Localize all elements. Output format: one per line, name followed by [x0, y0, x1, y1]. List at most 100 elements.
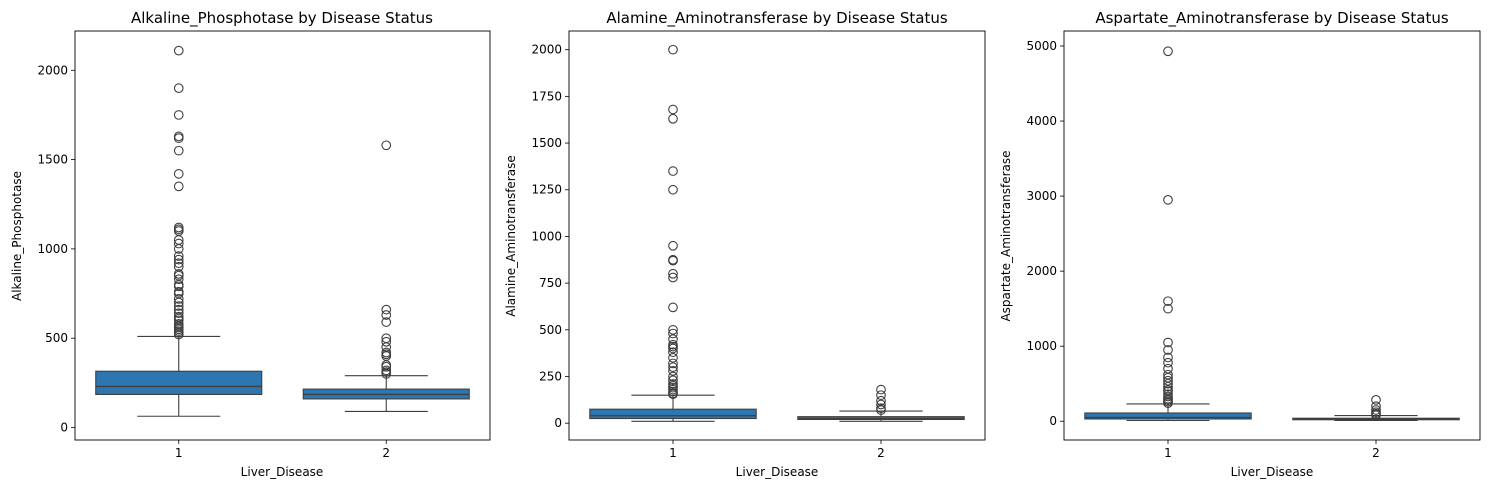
panel-1-outlier-point — [381, 304, 392, 315]
panel-3-ytick-label: 1000 — [1026, 339, 1057, 353]
panel-3-outlier-point — [1163, 303, 1173, 314]
panel-1-outlier-point — [173, 311, 184, 322]
panel-2-outlier-point — [668, 334, 678, 345]
panel-3-outlier-point — [1163, 345, 1173, 355]
panel-2-xtick-label: 1 — [669, 446, 677, 460]
panel-2-ytick-label: 2000 — [531, 43, 562, 57]
panel-1-ylabel: Alkaline_Phosphotase — [10, 171, 24, 301]
panel-1-outlier-point — [173, 254, 184, 265]
panel-1-axes-frame — [74, 30, 491, 441]
panel-1-plot: 0 500 1000 1500 2000 1 2 — [37, 30, 491, 460]
panel-3-ytick-label: 3000 — [1026, 189, 1057, 203]
panel-2: Alamine_Aminotransferase by Disease Stat… — [504, 9, 986, 479]
panel-1-xlabel: Liver_Disease — [241, 465, 324, 479]
panel-1: Alkaline_Phosphotase by Disease Status L… — [10, 9, 491, 479]
panel-1-outlier-point — [173, 238, 184, 249]
panel-3-outlier-point — [1371, 395, 1381, 405]
panel-2-xtick-label: 2 — [877, 446, 885, 460]
panel-2-outlier-point — [668, 362, 678, 373]
panel-3-outlier-point — [1163, 296, 1173, 307]
panel-1-ytick-label: 1000 — [37, 242, 68, 256]
panel-1-outlier-point — [173, 308, 184, 319]
panel-1-xtick-label: 2 — [382, 446, 390, 460]
panel-1-xtick-label: 1 — [175, 446, 183, 460]
panel-1-outlier-point — [381, 310, 392, 320]
panel-3-outlier-point — [1163, 357, 1173, 368]
panel-1-ytick-label: 1500 — [37, 153, 68, 167]
panel-2-ylabel: Alamine_Aminotransferase — [504, 155, 518, 316]
panel-3-ytick-label: 2000 — [1026, 264, 1057, 278]
panel-2-outlier-point — [668, 104, 678, 115]
panel-1-outlier-point — [381, 347, 392, 358]
panel-1-outlier-point — [173, 131, 184, 142]
panel-3-ylabel: Aspartate_Aminotransferase — [999, 150, 1013, 321]
panel-3-xtick-label: 1 — [1164, 446, 1172, 460]
panel-1-outlier-point — [173, 83, 184, 94]
panel-1-outlier-point — [173, 301, 184, 311]
panel-2-outlier-point — [668, 379, 678, 389]
panel-3-outlier-point — [1163, 337, 1173, 348]
panel-1-outlier-point — [173, 169, 184, 179]
panel-2-outlier-point — [876, 390, 886, 401]
panel-2-outlier-point — [876, 384, 886, 395]
panel-2-ytick-label: 500 — [539, 323, 562, 337]
panel-1-box — [95, 370, 263, 396]
panel-2-ytick-label: 1500 — [531, 136, 562, 150]
panel-2-outlier-point — [668, 352, 678, 363]
panel-2-outlier-point — [668, 302, 678, 313]
panel-3-outlier-point — [1371, 407, 1381, 418]
panel-2-outlier-point — [876, 399, 886, 410]
panel-2-outlier-point — [668, 328, 678, 339]
panel-2-outlier-point — [668, 113, 678, 124]
panel-3-plot: 0 1000 2000 3000 4000 5000 1 2 — [1026, 30, 1481, 460]
panel-3-ytick-label: 4000 — [1026, 114, 1057, 128]
panel-2-outlier-point — [668, 268, 678, 279]
panel-1-outlier-point — [173, 261, 184, 272]
panel-2-ytick-label: 1250 — [531, 183, 562, 197]
panel-2-xlabel: Liver_Disease — [736, 465, 819, 479]
panel-2-outlier-point — [668, 254, 678, 265]
panel-1-outlier-point — [173, 251, 184, 261]
panel-2-ytick-label: 0 — [554, 416, 562, 430]
panel-3-outlier-point — [1163, 369, 1173, 380]
panel-3-outlier-point — [1163, 352, 1173, 363]
panel-2-outlier-point — [668, 375, 678, 386]
panel-1-ytick-label: 500 — [45, 331, 68, 345]
panel-1-outlier-point — [173, 222, 184, 233]
panel-2-outlier-point — [668, 240, 678, 251]
panel-3-outlier-point — [1163, 195, 1173, 205]
panel-1-outlier-point — [173, 45, 184, 56]
panel-2-outlier-point — [876, 395, 886, 406]
panel-3-title: Aspartate_Aminotransferase by Disease St… — [1095, 9, 1449, 28]
panel-2-outlier-point — [876, 403, 886, 414]
panel-3-axes-frame — [1063, 30, 1481, 441]
panel-3-xtick-label: 2 — [1372, 446, 1380, 460]
panel-3-xlabel: Liver_Disease — [1231, 465, 1314, 479]
panel-2-ytick-label: 1000 — [531, 229, 562, 243]
panel-1-title: Alkaline_Phosphotase by Disease Status — [131, 9, 433, 28]
panel-2-outlier-point — [668, 44, 678, 55]
panel-3-outlier-point — [1371, 401, 1381, 412]
panel-2-box — [589, 408, 757, 420]
panel-2-ytick-label: 750 — [539, 276, 562, 290]
panel-2-outlier-point — [668, 358, 678, 369]
panel-1-outlier-point — [173, 286, 184, 297]
panel-3-ytick-label: 0 — [1049, 414, 1057, 428]
panel-1-outlier-point — [381, 336, 392, 347]
panel-3-ytick-label: 5000 — [1026, 39, 1057, 53]
panel-3-box — [1084, 412, 1252, 420]
panel-3: Aspartate_Aminotransferase by Disease St… — [999, 9, 1481, 479]
panel-2-outlier-point — [668, 347, 678, 358]
panel-1-outlier-point — [381, 317, 392, 327]
panel-1-outlier-point — [381, 140, 392, 151]
panel-2-plot: 0 250 500 750 1000 1250 1500 1750 2000 1 2 — [531, 30, 986, 460]
panel-1-ytick-label: 0 — [60, 420, 68, 434]
panel-1-outlier-point — [173, 145, 184, 156]
panel-2-ytick-label: 250 — [539, 370, 562, 384]
panel-3-outlier-point — [1163, 375, 1173, 386]
panel-2-title: Alamine_Aminotransferase by Disease Stat… — [606, 9, 948, 28]
panel-3-outlier-point — [1163, 46, 1173, 57]
panel-2-outlier-point — [668, 371, 678, 382]
panel-2-outlier-point — [668, 324, 678, 335]
